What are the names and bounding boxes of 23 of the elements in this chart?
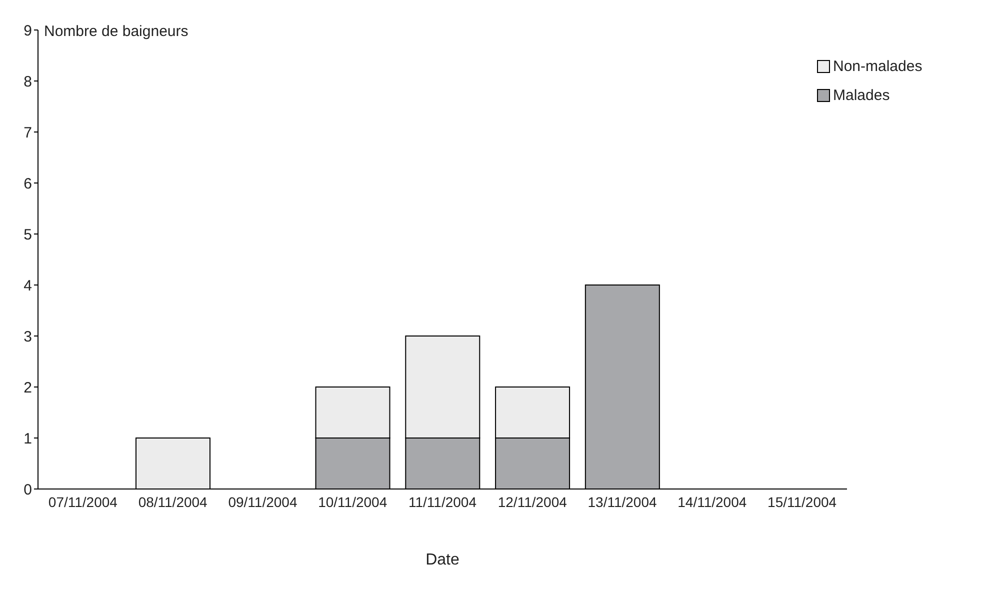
y-tick-label: 7: [24, 124, 32, 142]
x-tick-label: 12/11/2004: [498, 494, 568, 510]
y-axis-title: Nombre de baigneurs: [44, 23, 188, 40]
x-tick-label: 15/11/2004: [768, 494, 837, 510]
x-tick-label: 08/11/2004: [138, 494, 208, 510]
y-tick-label: 2: [24, 379, 32, 396]
y-tick-label: 9: [24, 22, 32, 40]
x-axis-title: Date: [426, 551, 460, 568]
y-tick-label: 8: [24, 73, 32, 90]
x-tick-label: 07/11/2004: [48, 494, 118, 510]
y-tick-label: 3: [24, 328, 32, 346]
y-tick-label: 0: [24, 481, 32, 498]
y-tick-label: 5: [24, 226, 32, 244]
x-tick-label: 10/11/2004: [318, 494, 388, 510]
x-tick-label: 11/11/2004: [408, 494, 477, 510]
x-tick-label: 13/11/2004: [588, 494, 658, 510]
y-tick-label: 6: [24, 175, 32, 192]
legend-label: Malades: [833, 87, 890, 104]
y-tick-label: 1: [24, 430, 32, 448]
x-tick-label: 09/11/2004: [228, 494, 298, 510]
y-tick-label: 4: [24, 277, 32, 294]
x-tick-label: 14/11/2004: [678, 494, 747, 510]
legend-label: Non-malades: [833, 58, 922, 75]
